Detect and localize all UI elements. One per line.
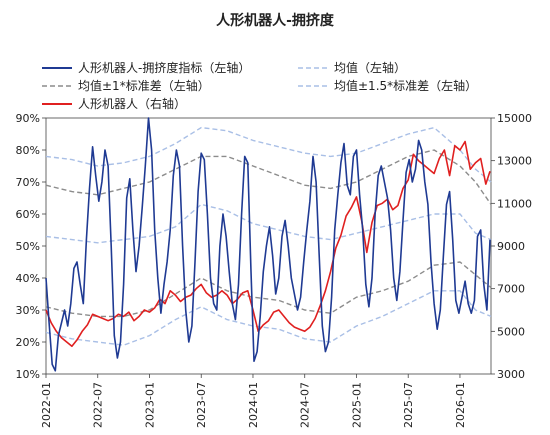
series-layer [45, 117, 492, 372]
mean-line [45, 203, 492, 244]
x-tick-label: 2022-07 [92, 382, 105, 428]
y-left-tick-label: 60% [16, 208, 40, 221]
y-left-tick-label: 40% [16, 272, 40, 285]
y-right-tick-label: 9000 [497, 240, 525, 253]
legend-label-mean: 均值（左轴） [334, 60, 406, 75]
legend-label-band1: 均值±1*标准差（左轴） [78, 78, 210, 93]
axis-layer: 10% 20% 30% 40% 50% 60% 70% 80% 90% 3000 5000 7000 9… [16, 112, 532, 428]
x-tick-label: 2023-01 [143, 382, 156, 428]
y-left-tick-label: 30% [16, 304, 40, 317]
chart-title: 人形机器人-拥挤度 [216, 12, 335, 29]
y-left-tick-label: 10% [16, 368, 40, 381]
band15-lower-line [45, 290, 492, 346]
y-left-tick-label: 70% [16, 176, 40, 189]
legend-label-crowding: 人形机器人-拥挤度指标（左轴） [78, 60, 250, 75]
x-tick-label: 2023-07 [195, 382, 208, 428]
x-tick-label: 2025-07 [402, 382, 415, 428]
band1-lower-line [45, 261, 492, 318]
band1-upper-line [45, 149, 492, 205]
y-right-tick-label: 11000 [497, 197, 532, 210]
y-left-tick-label: 20% [16, 336, 40, 349]
y-left-tick-label: 90% [16, 112, 40, 125]
x-tick-label: 2022-01 [40, 382, 53, 428]
crowding-line [45, 117, 491, 372]
x-tick-label: 2024-07 [299, 382, 312, 428]
y-right-tick-label: 15000 [497, 112, 532, 125]
y-left-tick-label: 50% [16, 240, 40, 253]
y-right-tick-label: 3000 [497, 368, 525, 381]
legend-label-band15: 均值±1.5*标准差（左轴） [334, 78, 477, 93]
y-left-tick-label: 80% [16, 144, 40, 157]
legend: 人形机器人-拥挤度指标（左轴） 均值（左轴） 均值±1*标准差（左轴） 均值±1… [42, 60, 477, 111]
legend-label-index: 人形机器人（右轴） [78, 96, 186, 111]
y-right-tick-label: 5000 [497, 325, 525, 338]
x-tick-label: 2024-01 [247, 382, 260, 428]
plot-frame [45, 117, 492, 375]
x-tick-label: 2026-01 [454, 382, 467, 428]
x-tick-label: 2025-01 [350, 382, 363, 428]
y-right-tick-label: 13000 [497, 155, 532, 168]
y-right-tick-label: 7000 [497, 283, 525, 296]
